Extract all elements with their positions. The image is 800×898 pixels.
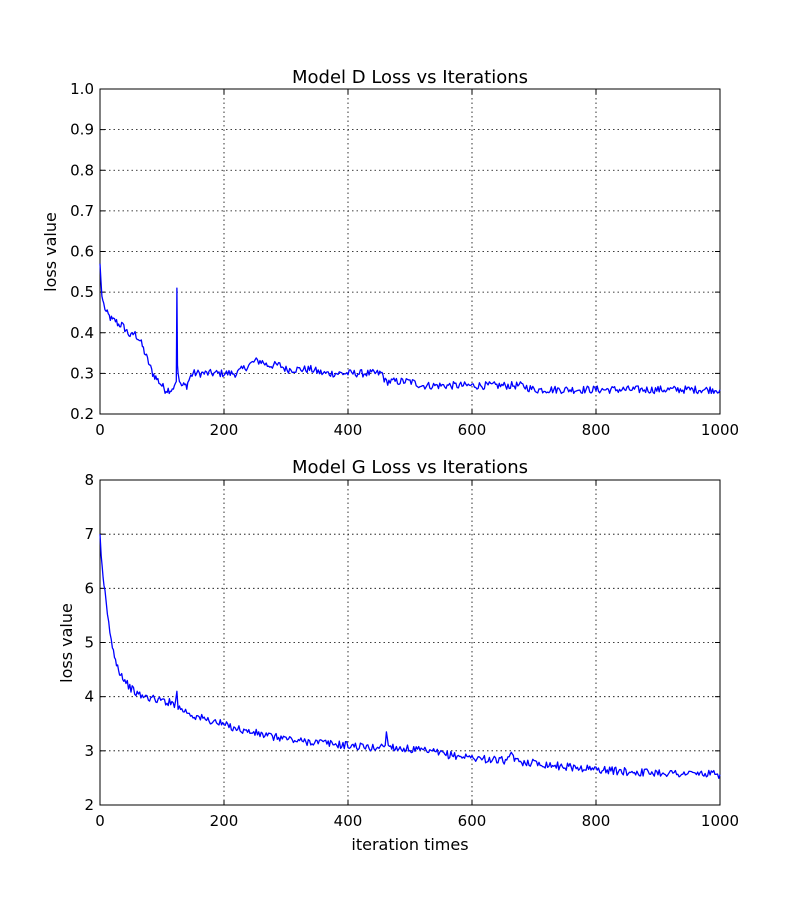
loss-series-line: [99, 263, 721, 395]
x-tick-label: 400: [334, 421, 363, 439]
x-tick-label: 1000: [701, 812, 739, 830]
y-tick-label: 0.8: [70, 161, 94, 179]
grid: [99, 88, 721, 415]
y-tick-label: 0.9: [70, 121, 94, 139]
y-tick-label: 3: [84, 742, 94, 760]
x-tick-label: 200: [210, 812, 239, 830]
y-tick-label: 0.5: [70, 283, 94, 301]
y-tick-label: 0.7: [70, 202, 94, 220]
x-tick-label: 1000: [701, 421, 739, 439]
y-tick-label: 0.4: [70, 324, 94, 342]
loss-series-line: [99, 534, 721, 779]
chart-title: Model D Loss vs Iterations: [292, 67, 528, 88]
y-tick-label: 6: [84, 579, 94, 597]
y-tick-label: 0.2: [70, 405, 94, 423]
x-tick-label: 600: [458, 812, 487, 830]
plot-area-frame: [99, 88, 721, 415]
y-tick-label: 1.0: [70, 80, 94, 98]
y-tick-label: 5: [84, 634, 94, 652]
y-axis-label: loss value: [57, 603, 76, 683]
x-tick-label: 200: [210, 421, 239, 439]
y-tick-label: 8: [84, 471, 94, 489]
y-axis-label: loss value: [41, 212, 60, 292]
y-tick-label: 2: [84, 796, 94, 814]
x-tick-label: 0: [95, 421, 105, 439]
x-tick-label: 800: [582, 421, 611, 439]
axis-ticks: 0 200 400 600 800 1000 0.2 0.3 0.4 0.5 0.6 0.7 0.8 0.…: [70, 80, 739, 439]
model-g-chart: Model G Loss vs Iterations loss value it…: [57, 457, 739, 854]
grid: [99, 479, 721, 806]
y-tick-label: 4: [84, 688, 94, 706]
chart-title: Model G Loss vs Iterations: [292, 457, 528, 478]
y-tick-label: 0.6: [70, 243, 94, 261]
axis-ticks: 0 200 400 600 800 1000 2 3 4 5 6 7 8: [84, 471, 739, 830]
model-d-chart: Model D Loss vs Iterations loss value 0 2…: [41, 67, 739, 439]
x-tick-label: 600: [458, 421, 487, 439]
x-axis-label: iteration times: [351, 835, 468, 854]
x-tick-label: 400: [334, 812, 363, 830]
y-tick-label: 0.3: [70, 364, 94, 382]
x-tick-label: 800: [582, 812, 611, 830]
x-tick-label: 0: [95, 812, 105, 830]
plot-area-frame: [99, 479, 721, 806]
y-tick-label: 7: [84, 525, 94, 543]
